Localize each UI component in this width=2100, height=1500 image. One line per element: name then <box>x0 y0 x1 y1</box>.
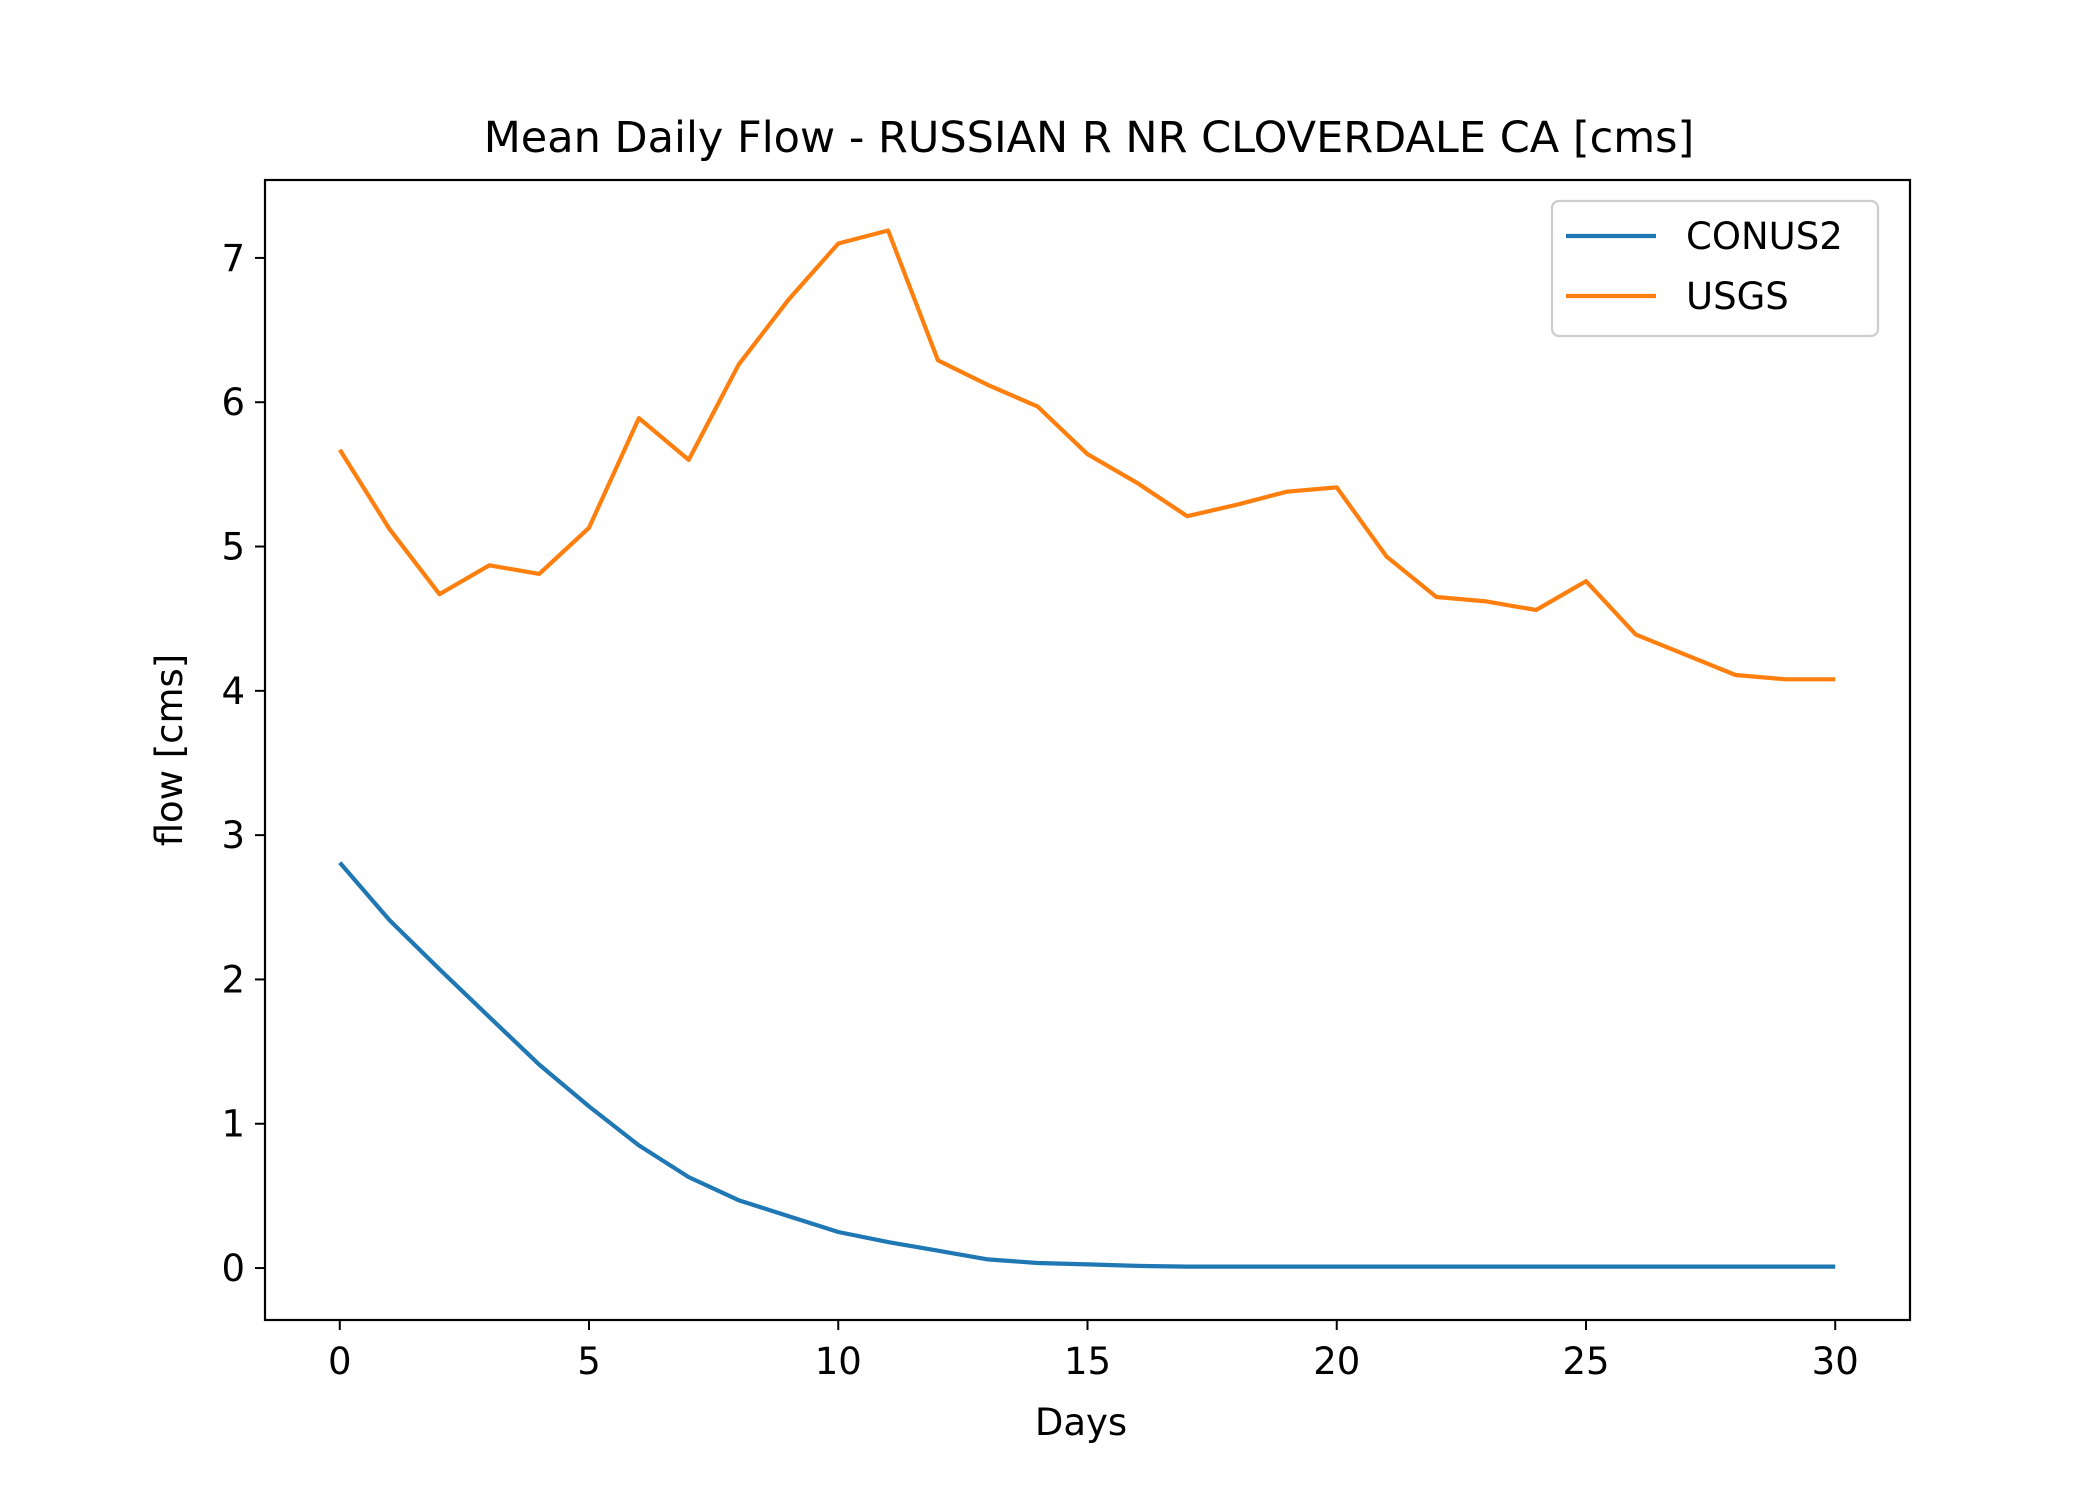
series-line-usgs <box>338 228 1836 682</box>
x-axis-ticks: 0 5 10 15 20 25 30 <box>328 1320 1859 1383</box>
y-tick-label: 5 <box>221 526 245 569</box>
y-tick-label: 3 <box>221 814 245 857</box>
y-axis-label: flow [cms] <box>148 654 191 847</box>
legend-label-usgs: USGS <box>1686 275 1789 318</box>
series-line-conus2 <box>338 861 1836 1269</box>
x-tick-label: 10 <box>815 1340 862 1383</box>
x-tick-label: 0 <box>328 1340 352 1383</box>
plot-lines <box>338 228 1836 1269</box>
x-tick-label: 30 <box>1812 1340 1859 1383</box>
legend: CONUS2 USGS <box>1550 199 1880 338</box>
y-tick-label: 6 <box>221 381 245 424</box>
y-tick-label: 0 <box>221 1247 245 1290</box>
legend-label-conus2: CONUS2 <box>1686 215 1843 258</box>
y-tick-label: 7 <box>221 237 245 280</box>
y-axis-ticks: 0 1 2 3 4 5 6 7 <box>221 237 265 1290</box>
x-tick-label: 5 <box>577 1340 601 1383</box>
x-tick-label: 25 <box>1562 1340 1609 1383</box>
y-tick-label: 4 <box>221 670 245 713</box>
y-tick-label: 1 <box>221 1103 245 1146</box>
x-tick-label: 20 <box>1313 1340 1360 1383</box>
x-axis-label: Days <box>1035 1401 1127 1444</box>
chart-title: Mean Daily Flow - RUSSIAN R NR CLOVERDAL… <box>484 113 1695 163</box>
y-tick-label: 2 <box>221 958 245 1001</box>
x-tick-label: 15 <box>1064 1340 1111 1383</box>
